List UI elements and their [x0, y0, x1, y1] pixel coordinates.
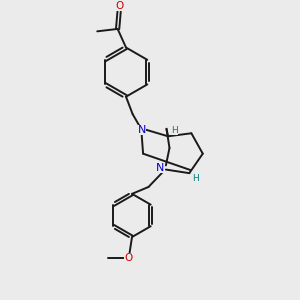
- Text: H: H: [193, 174, 199, 183]
- Text: O: O: [124, 253, 132, 263]
- Text: H: H: [171, 126, 178, 135]
- Text: N: N: [156, 163, 165, 173]
- Text: N: N: [137, 125, 146, 135]
- Text: O: O: [116, 2, 124, 11]
